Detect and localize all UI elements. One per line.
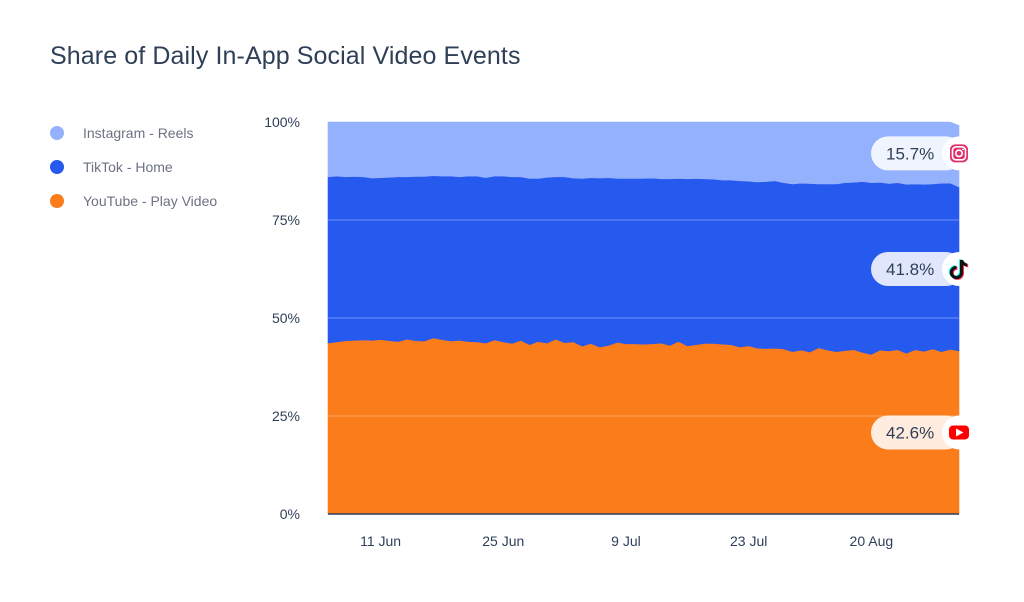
x-tick-label: 25 Jun <box>482 533 524 549</box>
youtube-icon <box>942 415 976 450</box>
legend-label-youtube: YouTube - Play Video <box>83 193 218 209</box>
x-tick-label: 11 Jun <box>360 533 401 549</box>
legend-item-youtube[interactable]: YouTube - Play Video <box>50 184 217 218</box>
y-tick-label: 0% <box>280 506 300 522</box>
x-tick-label: 23 Jul <box>730 533 767 549</box>
end-label-value: 41.8% <box>886 260 934 279</box>
y-tick-label: 100% <box>264 114 300 130</box>
instagram-icon <box>942 136 976 171</box>
legend-dot-instagram <box>50 126 64 140</box>
legend-item-instagram[interactable]: Instagram - Reels <box>50 116 217 150</box>
area-instagram-reels <box>327 121 960 188</box>
end-label-pill <box>871 252 963 286</box>
x-tick-label: 9 Jul <box>611 533 641 549</box>
legend-dot-tiktok <box>50 160 64 174</box>
legend: Instagram - Reels TikTok - Home YouTube … <box>50 116 217 218</box>
legend-label-tiktok: TikTok - Home <box>83 159 173 175</box>
y-tick-label: 75% <box>272 212 300 228</box>
y-tick-label: 25% <box>272 408 300 424</box>
tiktok-icon <box>942 252 976 286</box>
end-label-value: 15.7% <box>886 144 934 163</box>
y-tick-label: 50% <box>272 310 300 326</box>
end-label-pill <box>871 415 963 450</box>
end-label-pill <box>871 136 963 171</box>
area-youtube-play-video <box>327 337 960 515</box>
chart-title: Share of Daily In-App Social Video Event… <box>50 42 521 70</box>
legend-label-instagram: Instagram - Reels <box>83 125 194 141</box>
x-tick-label: 20 Aug <box>850 533 894 549</box>
legend-dot-youtube <box>50 194 64 208</box>
area-tiktok-home <box>327 175 960 355</box>
legend-item-tiktok[interactable]: TikTok - Home <box>50 150 217 184</box>
end-label-value: 42.6% <box>886 423 934 442</box>
